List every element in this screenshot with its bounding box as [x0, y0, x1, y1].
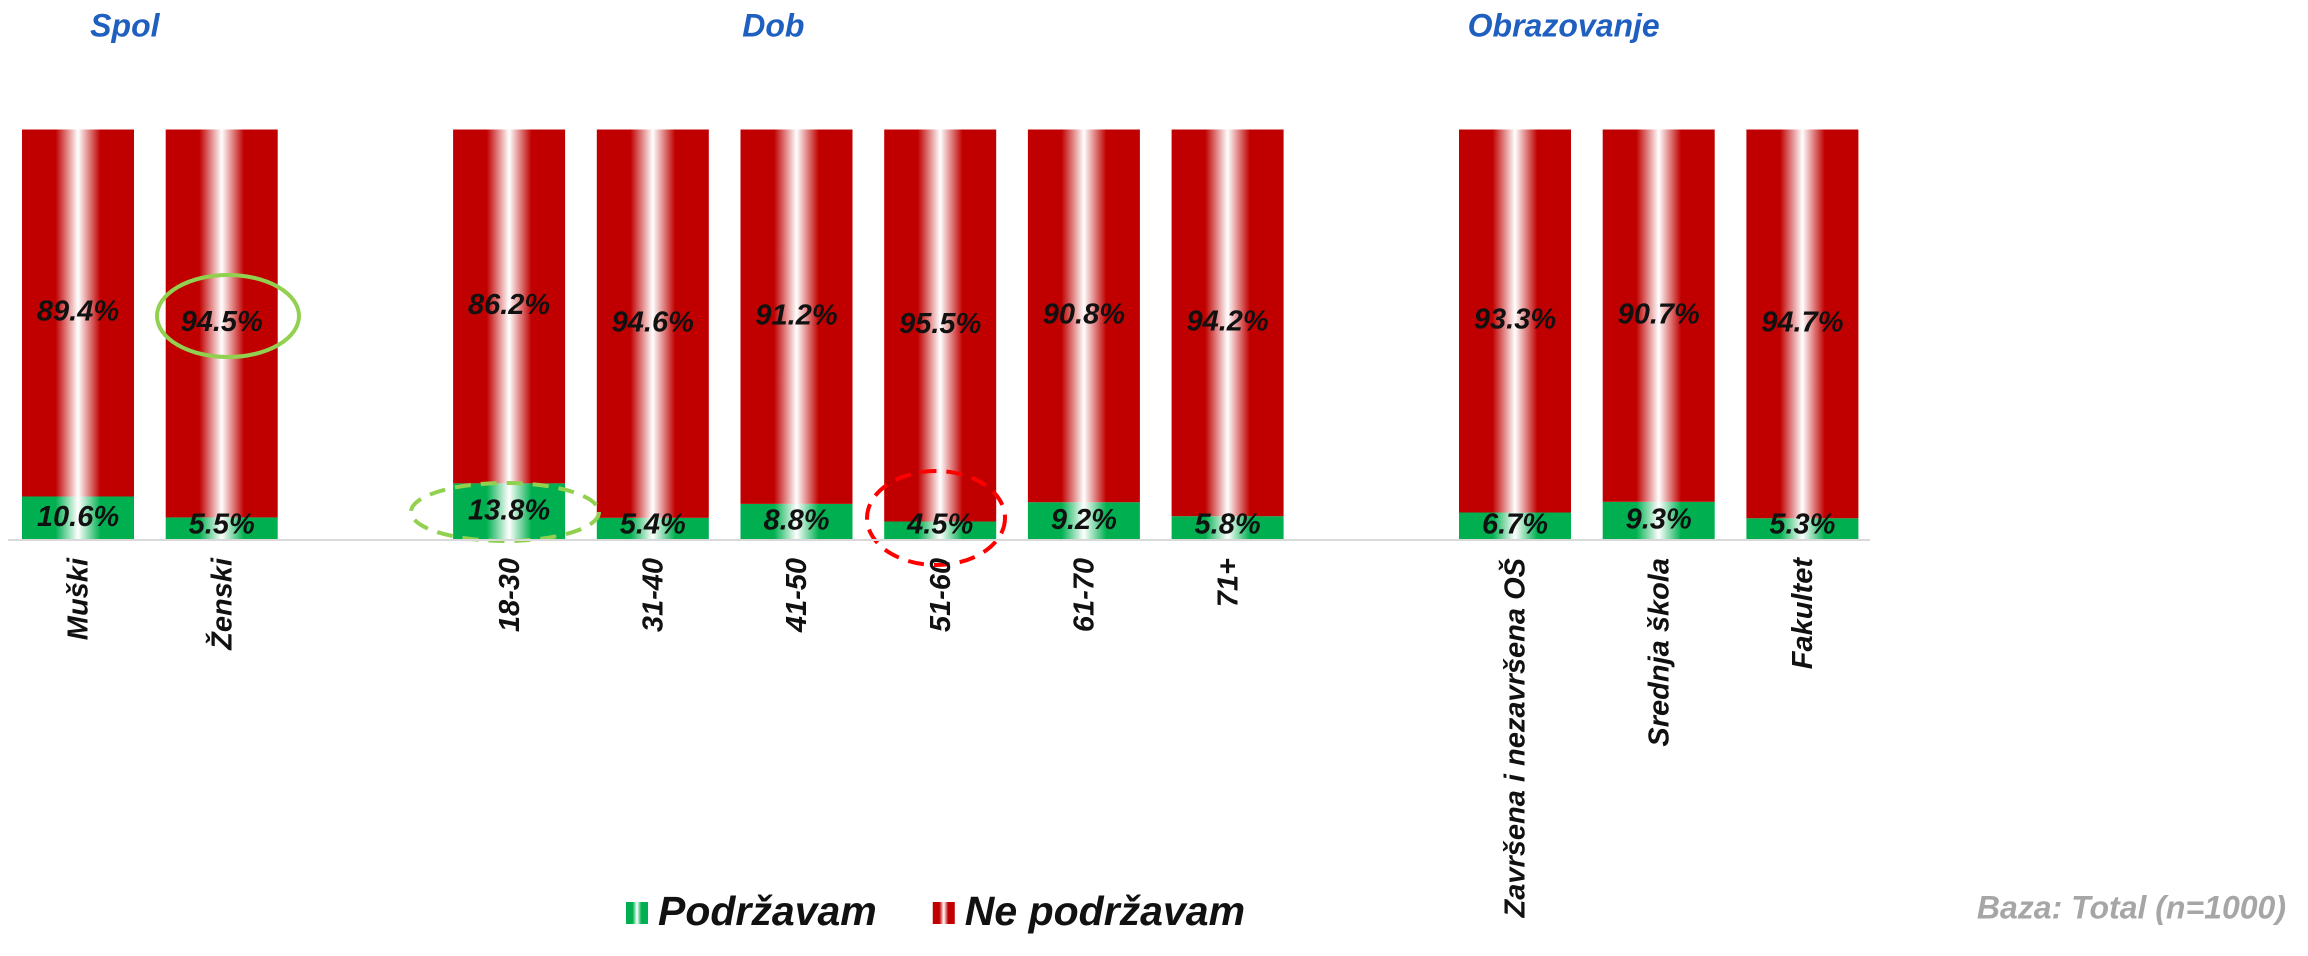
legend-swatch [626, 902, 648, 924]
value-label: 94.5% [181, 306, 263, 338]
highlight-ellipse [865, 469, 1007, 567]
bar-segment [1027, 129, 1140, 503]
highlight-ellipse [155, 273, 301, 359]
value-label: 86.2% [468, 289, 550, 321]
value-label: 94.6% [612, 306, 694, 338]
x-tick-label: 31-40 [637, 558, 669, 632]
legend-label: Ne podržavam [965, 888, 1245, 934]
value-label: 9.3% [1626, 504, 1692, 536]
value-label: 4.5% [906, 509, 973, 541]
bar-segment [596, 129, 709, 518]
x-tick-label: 71+ [1212, 558, 1244, 607]
bar-segment [1602, 501, 1715, 540]
x-tick-label: 61-70 [1069, 558, 1101, 632]
highlight-ellipse [409, 481, 601, 543]
bar-segment [1746, 518, 1859, 540]
legend-swatch [932, 902, 955, 924]
bar-segment [1459, 129, 1571, 513]
bar-segment [1602, 129, 1715, 502]
bar-segment [165, 129, 278, 518]
bar-segment [884, 129, 997, 522]
value-label: 6.7% [1482, 509, 1548, 541]
bar-segment [1459, 512, 1571, 540]
x-tick-label: Ženski [204, 557, 238, 651]
value-label: 91.2% [755, 299, 837, 331]
bar-segment [453, 483, 566, 540]
value-label: 94.7% [1761, 307, 1843, 339]
x-tick-label: 41-50 [781, 558, 813, 633]
bar-segment [22, 129, 134, 497]
value-label: 5.4% [620, 509, 686, 541]
bar-segment [453, 129, 566, 484]
value-label: 13.8% [468, 494, 550, 526]
value-label: 89.4% [37, 296, 119, 328]
bar-segment [740, 129, 853, 504]
value-label: 95.5% [899, 308, 981, 340]
group-title: Obrazovanje [1468, 7, 1660, 43]
bar-segment [1171, 516, 1284, 540]
bar-segment [1171, 129, 1284, 517]
bar-segment [1746, 129, 1859, 519]
note: Baza: Total (n=1000) [1977, 889, 2286, 925]
value-label: 5.5% [189, 509, 255, 541]
group-title: Spol [90, 7, 160, 43]
bar-segment [596, 517, 709, 540]
x-tick-label: Završena i nezavršena OŠ [1498, 557, 1532, 918]
bar-segment [884, 521, 997, 540]
x-tick-label: Muški [63, 557, 95, 640]
value-label: 9.2% [1051, 504, 1117, 536]
bars [22, 129, 1859, 540]
value-label: 90.8% [1043, 299, 1125, 331]
bar-segment [165, 517, 278, 540]
x-tick-label: Fakultet [1787, 557, 1819, 670]
value-label: 5.8% [1195, 509, 1261, 541]
bar-segment [740, 503, 853, 540]
group-title: Dob [742, 7, 804, 43]
legend-label: Podržavam [658, 888, 877, 934]
bar-segment [1027, 502, 1140, 540]
value-label: 5.3% [1769, 509, 1835, 541]
bar-segment [22, 496, 134, 540]
x-tick-label: 18-30 [494, 558, 526, 632]
x-tick-label: Srednja škola [1643, 558, 1675, 747]
value-label: 90.7% [1618, 298, 1700, 330]
value-label: 93.3% [1474, 304, 1556, 336]
value-label: 8.8% [763, 505, 829, 537]
x-tick-label: 51-60 [925, 558, 957, 632]
value-label: 94.2% [1186, 306, 1268, 338]
value-label: 10.6% [37, 501, 119, 533]
